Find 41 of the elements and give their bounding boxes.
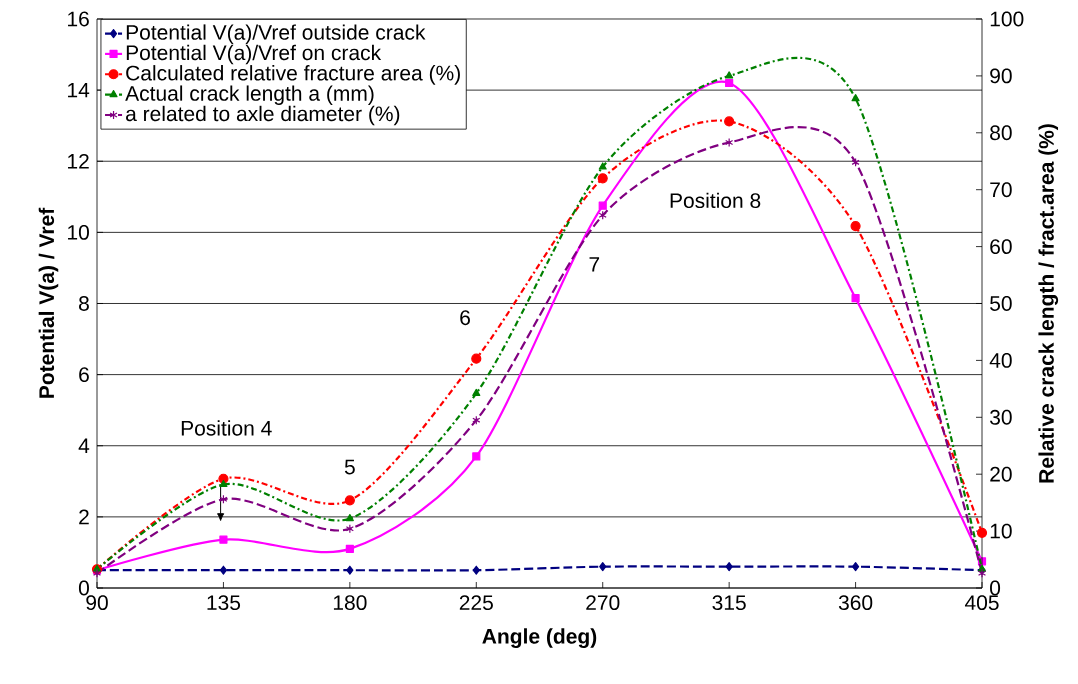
y-tick-label: 0 xyxy=(78,580,89,596)
x-tick-label: 405 xyxy=(964,595,999,611)
legend-label: Calculated relative fracture area (%) xyxy=(126,65,460,85)
annotation: 7 xyxy=(589,257,600,272)
x-tick-label: 270 xyxy=(586,595,620,611)
y-tick-label: 16 xyxy=(68,11,89,27)
legend-label: Actual crack length a (mm) xyxy=(125,85,374,106)
y2-tick-label: 0 xyxy=(990,580,1001,596)
y2-tick-label: 20 xyxy=(990,466,1012,482)
x-axis-title: Angle (deg) xyxy=(482,628,597,648)
y-tick-label: 2 xyxy=(79,509,89,525)
annotation: Position 4 xyxy=(181,420,272,436)
x-tick-label: 135 xyxy=(207,595,241,611)
y2-tick-label: 90 xyxy=(990,68,1012,84)
legend-label: a related to axle diameter (%) xyxy=(126,105,400,126)
y-tick-label: 6 xyxy=(79,367,89,383)
y-axis-title: Potential V(a) / Vref xyxy=(38,207,59,398)
y2-tick-label: 100 xyxy=(990,11,1024,27)
annotation: Position 8 xyxy=(670,192,761,209)
y2-tick-label: 80 xyxy=(990,125,1012,141)
y-tick-label: 4 xyxy=(78,438,90,453)
y-tick-label: 8 xyxy=(79,296,89,311)
y2-tick-label: 50 xyxy=(990,296,1012,311)
y2-tick-label: 70 xyxy=(990,182,1012,198)
annotation: 6 xyxy=(460,310,470,326)
y-tick-label: 14 xyxy=(68,82,90,98)
annotation: 5 xyxy=(344,459,355,475)
x-tick-label: 360 xyxy=(838,595,873,611)
y-tick-label: 10 xyxy=(68,224,89,240)
x-tick-label: 180 xyxy=(333,595,367,611)
y-tick-label: 12 xyxy=(68,153,89,169)
legend-label: Potential V(a)/Vref outside crack xyxy=(126,24,426,44)
y2-tick-label: 40 xyxy=(989,352,1012,368)
legend-label: Potential V(a)/Vref on crack xyxy=(126,44,382,65)
y2-axis-title: Relative crack length / fract.area (%) xyxy=(1038,124,1059,483)
x-tick-label: 315 xyxy=(712,595,746,611)
x-tick-label: 225 xyxy=(459,595,493,611)
y2-tick-label: 10 xyxy=(990,523,1012,539)
x-tick-label: 90 xyxy=(86,595,108,611)
y2-tick-label: 30 xyxy=(990,409,1012,425)
y2-tick-label: 60 xyxy=(990,239,1012,255)
